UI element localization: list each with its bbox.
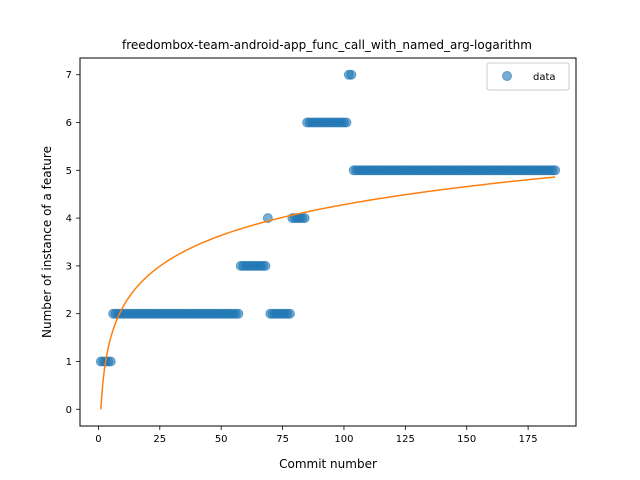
legend-label-data: data [533,72,556,83]
y-tick-label: 3 [66,261,72,272]
legend-marker-data [502,71,512,81]
y-tick-label: 7 [66,70,72,81]
legend: data [486,62,570,91]
y-axis-label: Number of instance of a feature [40,146,54,338]
plot-area [95,69,561,410]
legend-box [486,62,570,91]
data-point [233,308,244,319]
data-point [105,356,116,367]
data-point [284,308,295,319]
x-tick-label: 75 [276,434,289,445]
plot-frame [79,57,577,427]
x-tick-label: 50 [215,434,228,445]
y-tick-label: 0 [66,405,72,416]
x-axis: 0 25 50 75 100 125 150 175 [95,426,538,445]
x-tick-label: 150 [457,434,476,445]
data-point [346,69,357,80]
data-point [299,213,310,224]
data-point [260,260,271,271]
chart-title: freedombox-team-android-app_func_call_wi… [122,38,532,52]
x-axis-label: Commit number [279,457,377,471]
y-axis: 0 1 2 3 4 5 6 7 [66,70,80,416]
x-tick-label: 175 [519,434,538,445]
data-point [550,165,561,176]
y-tick-label: 1 [66,357,72,368]
data-point [341,117,352,128]
x-tick-label: 25 [153,434,166,445]
y-tick-label: 2 [66,309,72,320]
x-tick-label: 100 [334,434,353,445]
y-tick-label: 5 [66,166,72,177]
fit-line [100,176,556,410]
y-tick-label: 4 [66,214,72,225]
y-tick-label: 6 [66,118,72,129]
x-tick-label: 125 [396,434,415,445]
x-tick-label: 0 [95,434,101,445]
